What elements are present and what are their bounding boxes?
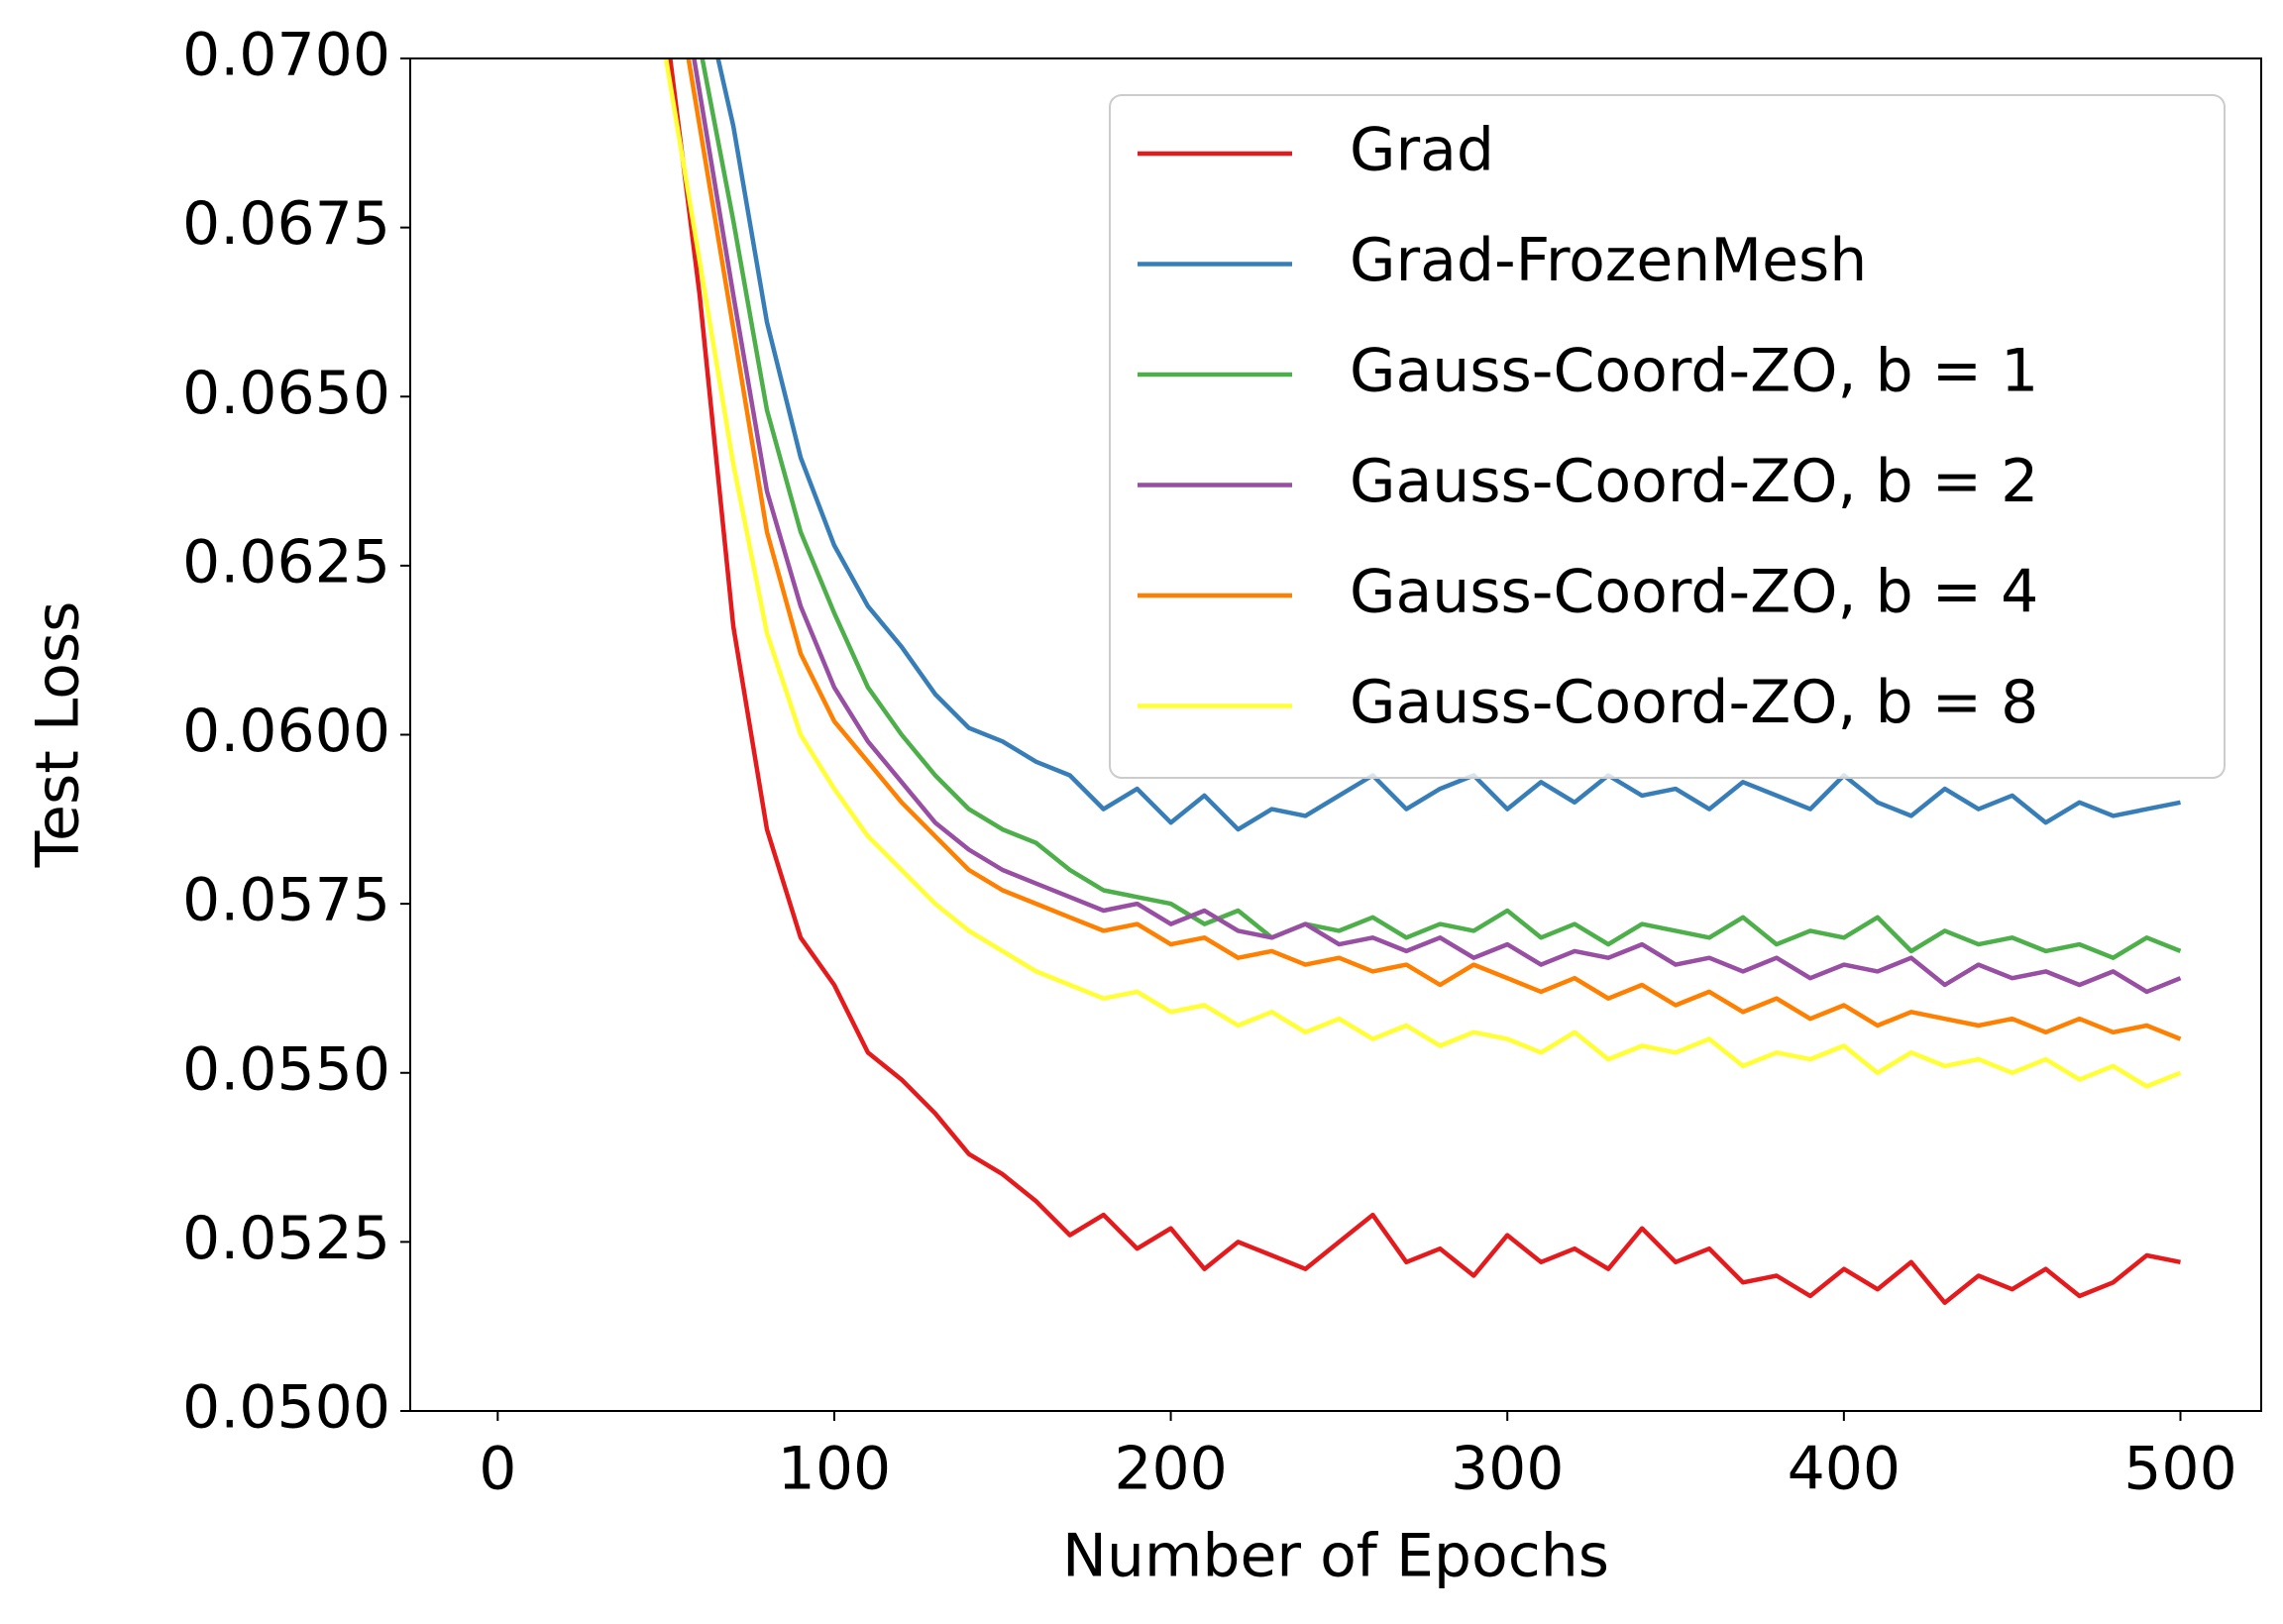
y-tick-label: 0.0700 <box>182 21 390 90</box>
series-line <box>715 58 2181 832</box>
legend-label: Gauss-Coord-ZO, b = 1 <box>1350 337 2038 406</box>
x-tick-label: 400 <box>1788 1435 1902 1504</box>
x-tick-label: 300 <box>1451 1435 1565 1504</box>
x-axis-label: Number of Epochs <box>1062 1522 1609 1591</box>
y-tick-label: 0.0675 <box>182 189 390 259</box>
legend-label: Grad-FrozenMesh <box>1350 226 1867 295</box>
series-line <box>668 58 2181 1306</box>
y-tick-label: 0.0525 <box>182 1204 390 1273</box>
legend-label: Gauss-Coord-ZO, b = 2 <box>1350 447 2038 516</box>
legend-box <box>1109 94 2226 779</box>
y-tick-label: 0.0625 <box>182 527 390 596</box>
plot-lines <box>663 58 2182 1306</box>
series-line <box>692 58 2182 995</box>
plot-frame <box>409 57 2262 1412</box>
series-line <box>663 58 2182 1089</box>
series-line <box>700 58 2182 960</box>
x-tick-label: 100 <box>778 1435 892 1504</box>
y-tick-label: 0.0500 <box>182 1373 390 1443</box>
x-tick-label: 500 <box>2123 1435 2237 1504</box>
legend-label: Gauss-Coord-ZO, b = 4 <box>1350 558 2038 627</box>
series-line <box>686 58 2182 1041</box>
x-tick-label: 0 <box>479 1435 516 1504</box>
legend-label: Gauss-Coord-ZO, b = 8 <box>1350 668 2038 737</box>
y-tick-label: 0.0550 <box>182 1034 390 1104</box>
y-tick-label: 0.0650 <box>182 359 390 428</box>
x-tick-label: 200 <box>1114 1435 1228 1504</box>
y-tick-label: 0.0575 <box>182 866 390 935</box>
y-axis-label: Test Loss <box>24 601 93 869</box>
y-tick-label: 0.0600 <box>182 697 390 766</box>
legend-label: Grad <box>1350 116 1494 185</box>
